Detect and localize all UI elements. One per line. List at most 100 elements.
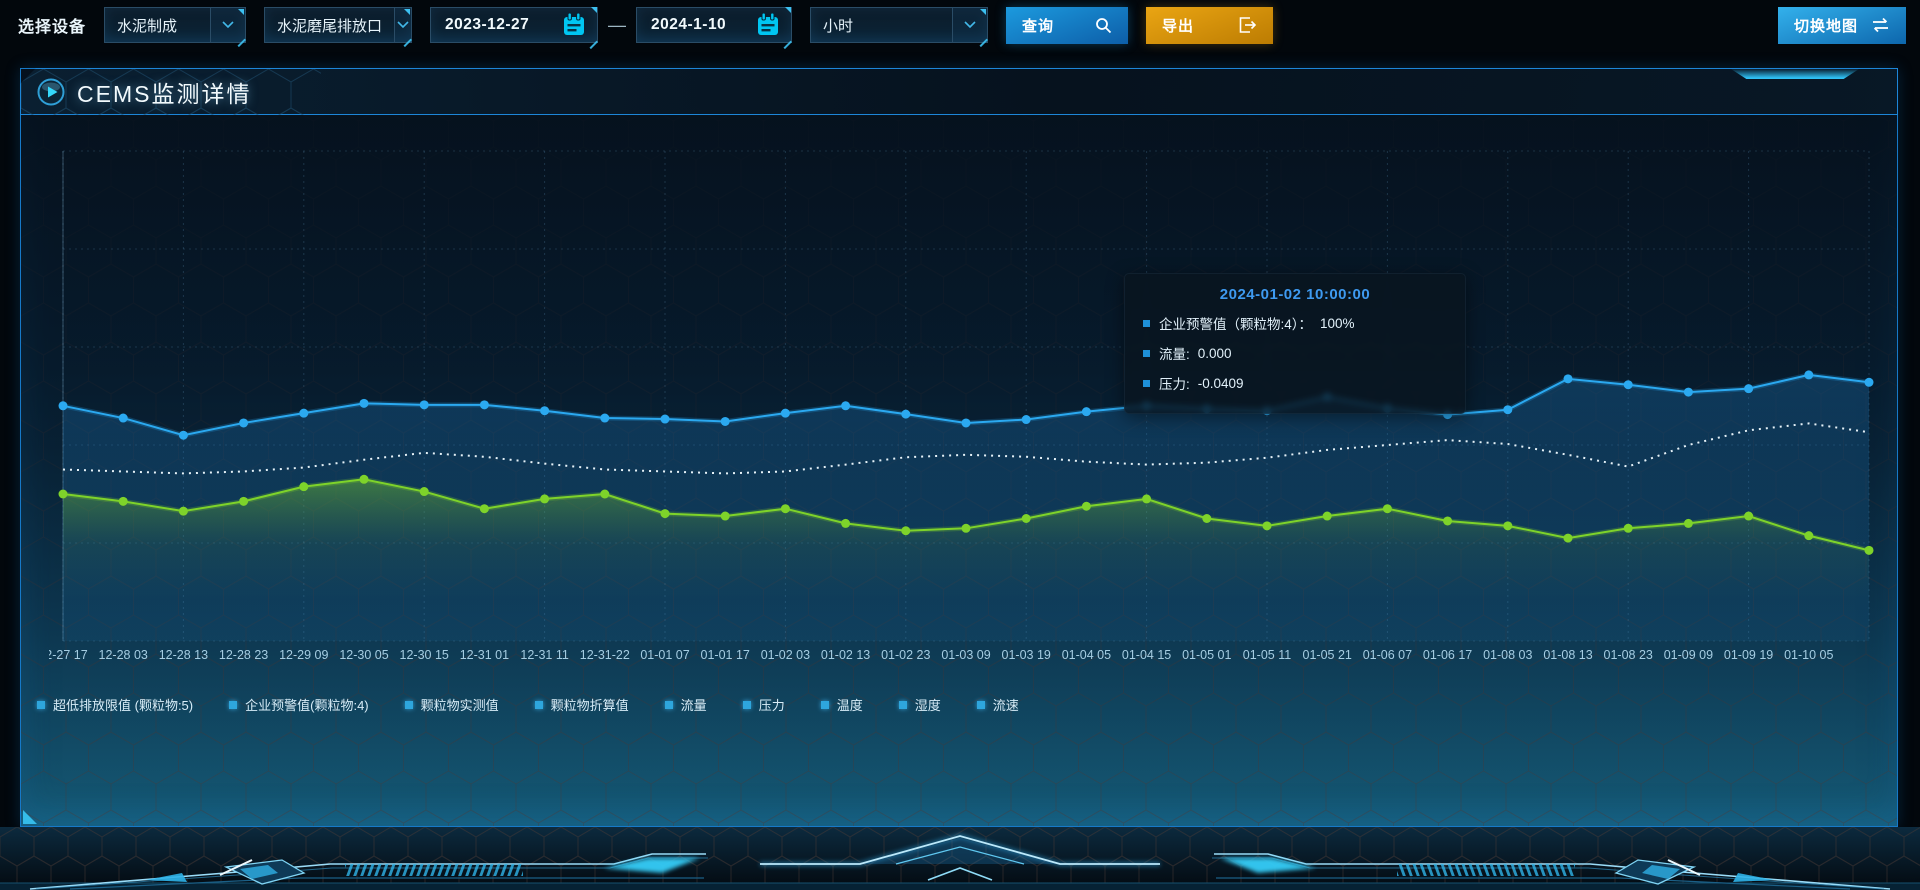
- outlet-select-value: 水泥磨尾排放口: [277, 17, 383, 35]
- chart-tooltip: 2024-01-02 10:00:00 企业预警值（颗粒物:4）： 100% 流量:…: [1124, 273, 1466, 414]
- chevron-down-icon[interactable]: [394, 8, 412, 42]
- legend-marker-icon: [898, 700, 907, 709]
- x-axis-label: 12-30 15: [400, 648, 449, 662]
- tooltip-row-label: 企业预警值（颗粒物:4）：: [1159, 317, 1313, 332]
- tooltip-series-marker-icon: [1143, 379, 1150, 387]
- end-date-picker[interactable]: 2024-1-10: [636, 7, 793, 43]
- legend-marker-icon: [742, 700, 751, 709]
- play-icon[interactable]: [37, 78, 65, 106]
- end-date-value: 2024-1-10: [651, 16, 727, 33]
- chart-canvas[interactable]: 12-27 17 12-28 03 12-28 13 12-28 23 12-29 09…: [38, 143, 1877, 683]
- export-button-label: 导出: [1162, 17, 1195, 35]
- chevron-down-icon[interactable]: [952, 8, 988, 42]
- x-axis-label: 01-08 03: [1483, 648, 1532, 662]
- query-button[interactable]: 查询: [1006, 6, 1129, 44]
- chart-legend: 超低排放限值 (颗粒物:5) 企业预警值(颗粒物:4) 颗粒物实测值 颗粒物折算值 流量…: [37, 695, 1019, 714]
- swap-arrows-icon: [1871, 17, 1890, 33]
- tooltip-row-value: -0.0409: [1197, 375, 1244, 391]
- device-select-value: 水泥制成: [117, 17, 178, 35]
- x-axis-label: 12-31 11: [520, 648, 568, 662]
- x-axis-label: 01-06 07: [1363, 648, 1412, 662]
- panel-title: CEMS监测详情: [77, 80, 252, 107]
- legend-marker-icon: [229, 700, 238, 709]
- legend-label: 温度: [836, 698, 863, 713]
- device-select[interactable]: 水泥制成: [104, 7, 247, 43]
- legend-item[interactable]: 压力: [742, 695, 785, 714]
- legend-label: 湿度: [914, 698, 941, 713]
- query-button-label: 查询: [1022, 17, 1055, 35]
- calendar-icon[interactable]: [557, 7, 598, 42]
- tooltip-rows: 企业预警值（颗粒物:4）： 100% 流量: 0.000 压力: -0.0409: [1143, 313, 1447, 393]
- x-axis-label: 01-05 21: [1303, 648, 1352, 662]
- legend-item[interactable]: 流速: [976, 695, 1019, 714]
- x-axis-label: 01-01 07: [640, 648, 689, 662]
- legend-label: 颗粒物实测值: [420, 698, 499, 713]
- legend-label: 压力: [758, 698, 785, 713]
- x-axis-label: 01-09 09: [1664, 648, 1713, 662]
- export-button[interactable]: 导出: [1146, 6, 1274, 44]
- tooltip-timestamp: 2024-01-02 10:00:00: [1219, 286, 1371, 303]
- legend-marker-icon: [404, 700, 413, 709]
- series-area-2: [63, 479, 1869, 641]
- x-axis-label: 12-31-22: [580, 648, 630, 662]
- calendar-icon[interactable]: [751, 7, 792, 42]
- legend-marker-icon: [664, 700, 673, 709]
- series-dots-2: [58, 474, 1874, 555]
- legend-label: 超低排放限值 (颗粒物:5): [53, 698, 194, 713]
- legend-item[interactable]: 企业预警值(颗粒物:4): [229, 695, 369, 714]
- x-axis-label: 01-08 23: [1604, 648, 1653, 662]
- cems-trend-chart[interactable]: 12-27 17 12-28 03 12-28 13 12-28 23 12-29 09…: [38, 143, 1877, 683]
- search-icon: [1095, 17, 1112, 34]
- x-axis-label: 12-28 23: [219, 648, 268, 662]
- legend-marker-icon: [820, 700, 829, 709]
- legend-item[interactable]: 超低排放限值 (颗粒物:5): [37, 695, 193, 714]
- x-axis-label: 01-09 19: [1724, 648, 1773, 662]
- x-axis-label: 01-05 11: [1243, 648, 1291, 662]
- legend-item[interactable]: 流量: [664, 695, 707, 714]
- tooltip-row-label: 流量:: [1159, 347, 1190, 362]
- x-axis-label: 01-02 03: [761, 648, 810, 662]
- x-axis-label: 12-30 05: [339, 648, 388, 662]
- start-date-picker[interactable]: 2023-12-27: [430, 7, 599, 43]
- x-axis-label: 01-02 13: [821, 648, 870, 662]
- start-date-value: 2023-12-27: [445, 16, 530, 33]
- tooltip-row: 企业预警值（颗粒物:4）： 100%: [1143, 313, 1447, 333]
- tooltip-row-label: 压力:: [1159, 377, 1190, 392]
- legend-marker-icon: [534, 700, 543, 709]
- x-axis-label: 01-02 23: [881, 648, 930, 662]
- x-axis-label: 01-03 19: [1002, 648, 1051, 662]
- switch-map-button[interactable]: 切换地图: [1778, 6, 1906, 44]
- legend-marker-icon: [976, 700, 985, 709]
- series-line-1: [62, 422, 1870, 475]
- x-axis-label: 01-10 05: [1784, 648, 1833, 662]
- x-axis-label: 12-27 17: [49, 648, 88, 662]
- device-select-label: 选择设备: [18, 19, 87, 36]
- legend-label: 企业预警值(颗粒物:4): [245, 698, 369, 713]
- legend-item[interactable]: 颗粒物实测值: [404, 695, 499, 714]
- chevron-down-icon[interactable]: [210, 8, 246, 42]
- legend-item[interactable]: 温度: [820, 695, 863, 714]
- x-axis-label: 01-04 15: [1122, 648, 1171, 662]
- legend-item[interactable]: 湿度: [898, 695, 941, 714]
- legend-marker-icon: [37, 700, 45, 709]
- x-axis-label: 12-28 13: [159, 648, 208, 662]
- legend-label: 流量: [680, 698, 707, 713]
- tooltip-row: 流量: 0.000: [1143, 343, 1447, 363]
- legend-item[interactable]: 颗粒物折算值: [534, 695, 629, 714]
- x-axis-label: 01-04 05: [1062, 648, 1111, 662]
- panel-header: CEMS监测详情: [20, 68, 1898, 115]
- interval-select[interactable]: 小时: [810, 7, 989, 43]
- bottom-frame-decoration: [0, 827, 1920, 890]
- date-range-separator: —: [608, 14, 627, 35]
- x-axis-label: 01-06 17: [1423, 648, 1472, 662]
- header-notch-decoration: [1731, 69, 1859, 79]
- x-axis-labels: 12-27 17 12-28 03 12-28 13 12-28 23 12-29 09…: [38, 648, 1833, 662]
- x-axis-label: 12-28 03: [99, 648, 148, 662]
- x-axis-label: 01-08 13: [1543, 648, 1592, 662]
- panel-corner-accent: [23, 810, 37, 824]
- tooltip-series-marker-icon: [1143, 349, 1150, 357]
- outlet-select[interactable]: 水泥磨尾排放口: [264, 7, 413, 43]
- x-axis-label: 12-29 09: [279, 648, 328, 662]
- tooltip-row: 压力: -0.0409: [1143, 373, 1447, 393]
